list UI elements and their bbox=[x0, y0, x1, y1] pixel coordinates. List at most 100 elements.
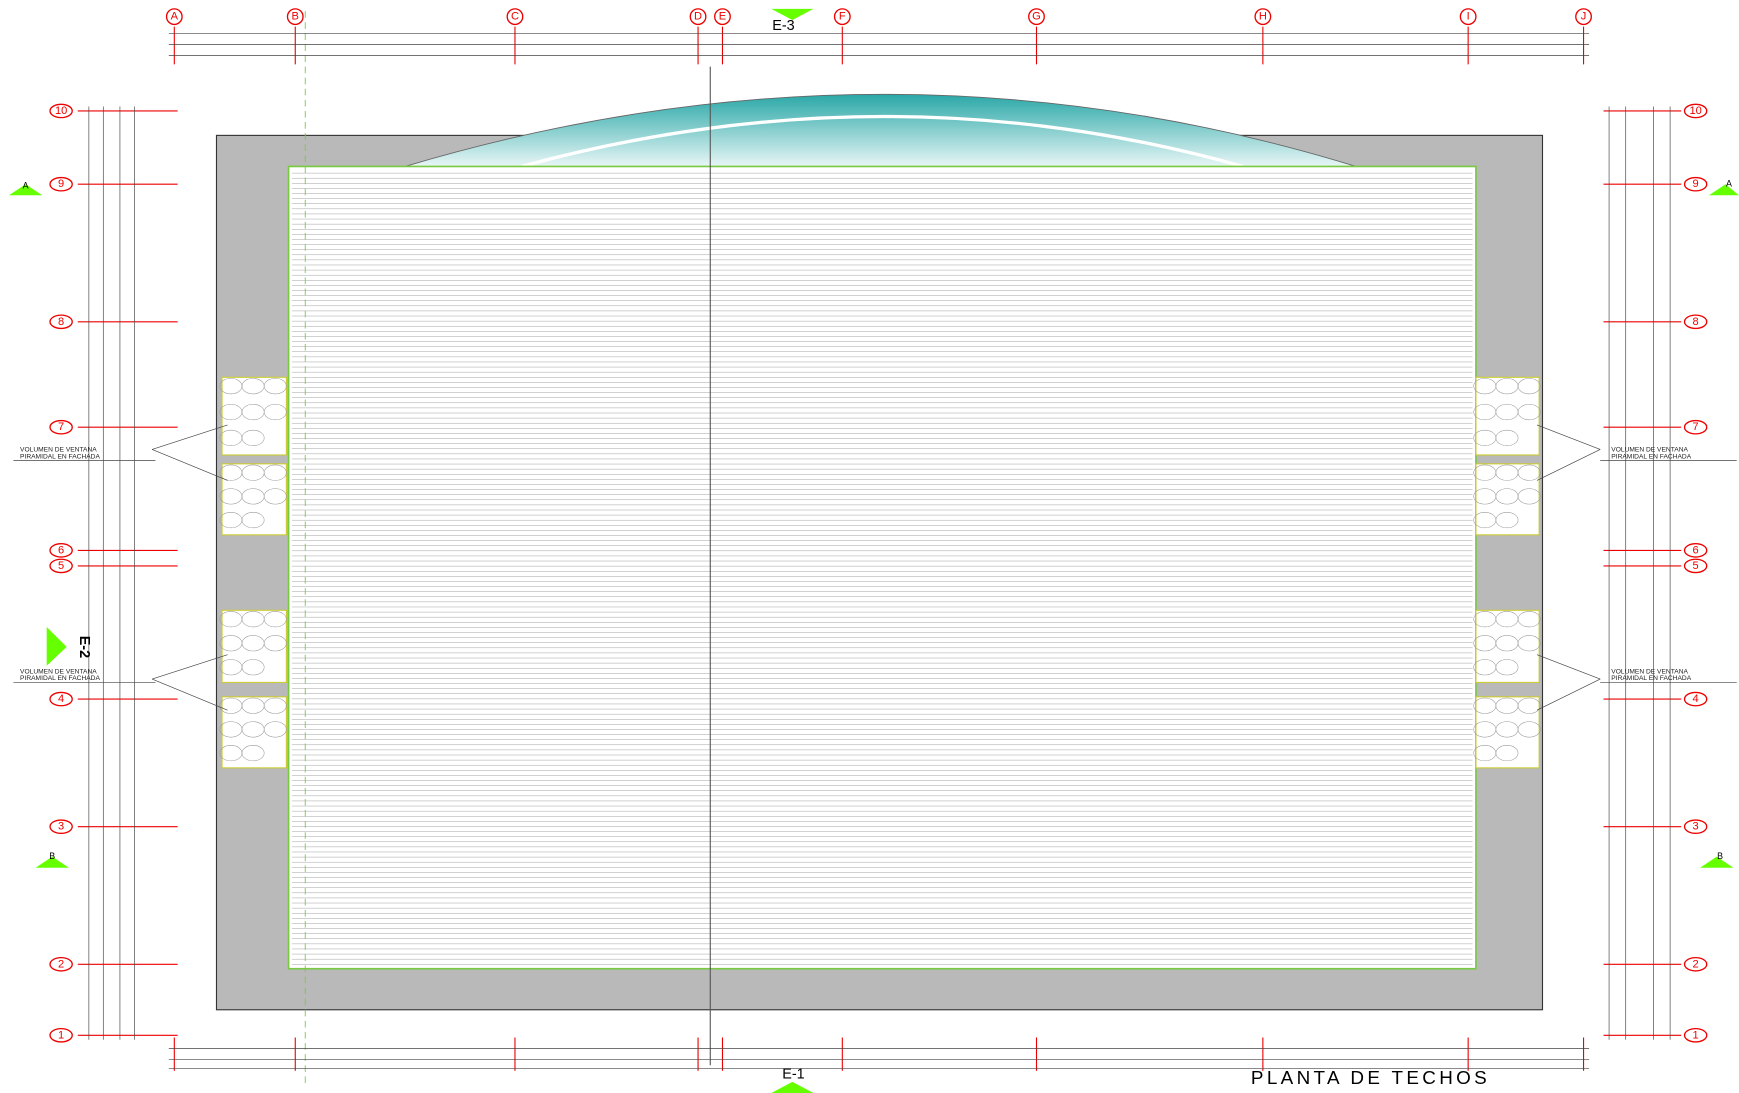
window-volume bbox=[221, 609, 287, 683]
row-label: 4 bbox=[1693, 693, 1699, 705]
stone bbox=[1495, 659, 1519, 676]
grid-bubble bbox=[1683, 314, 1708, 330]
section-marker bbox=[771, 1081, 814, 1093]
window-volumes bbox=[219, 376, 1541, 769]
window-volume bbox=[1475, 376, 1540, 456]
grid-bubble bbox=[1683, 103, 1708, 119]
column-label: D bbox=[694, 11, 702, 23]
leader bbox=[1536, 449, 1601, 481]
row-label: 10 bbox=[1689, 105, 1701, 117]
leader bbox=[151, 449, 228, 481]
grid-bubble bbox=[49, 956, 73, 972]
leader bbox=[152, 654, 228, 680]
row-label: 9 bbox=[58, 178, 64, 190]
cut-marker bbox=[8, 184, 43, 196]
column-label: H bbox=[1259, 11, 1267, 23]
grid-bubble bbox=[689, 8, 707, 26]
grid-bubble bbox=[49, 1027, 73, 1043]
note-line: PIRAMIDAL EN FACHADA bbox=[20, 453, 100, 460]
stone bbox=[263, 404, 287, 421]
section-marker bbox=[46, 626, 67, 666]
grid-bubble bbox=[1459, 8, 1477, 26]
row-label: 5 bbox=[1693, 560, 1699, 572]
stone bbox=[1517, 464, 1541, 481]
window-volume bbox=[1475, 609, 1540, 683]
note-line: VOLUMEN DE VENTANA bbox=[1611, 669, 1688, 676]
grid-bubble bbox=[1683, 956, 1708, 972]
window-volume bbox=[1475, 696, 1540, 769]
stone bbox=[241, 659, 265, 676]
grid-bubble bbox=[833, 8, 851, 26]
row-label: 4 bbox=[58, 693, 64, 705]
row-label: 7 bbox=[58, 421, 64, 433]
plan-title: PLANTA DE TECHOS bbox=[1251, 1067, 1490, 1088]
column-label: B bbox=[292, 11, 299, 23]
window-volume bbox=[221, 463, 287, 536]
stone bbox=[1495, 429, 1519, 446]
row-label: 6 bbox=[58, 544, 64, 556]
grid-bubble bbox=[1683, 543, 1708, 558]
dimension-lines bbox=[13, 26, 1737, 1071]
window-volume bbox=[221, 376, 287, 456]
cut-label: A bbox=[1726, 178, 1732, 188]
note-line: PIRAMIDAL EN FACHADA bbox=[1611, 453, 1691, 460]
grid-bubble bbox=[1683, 558, 1708, 574]
grid-bubble bbox=[49, 691, 73, 707]
grid-bubble bbox=[49, 419, 73, 435]
cut-marker bbox=[35, 856, 69, 868]
column-label: J bbox=[1581, 11, 1587, 23]
stone bbox=[1517, 635, 1541, 652]
stone bbox=[263, 635, 287, 652]
grid-bubble bbox=[1575, 8, 1592, 26]
column-label: A bbox=[171, 11, 179, 23]
window-volume bbox=[1475, 463, 1540, 536]
row-label: 5 bbox=[58, 560, 64, 572]
leader bbox=[1536, 678, 1601, 711]
stone bbox=[263, 721, 287, 738]
roof-deck bbox=[287, 165, 1477, 970]
grid-bubble bbox=[1028, 8, 1045, 26]
column-label: G bbox=[1032, 11, 1041, 23]
stone bbox=[263, 697, 287, 714]
stone bbox=[263, 464, 287, 481]
row-label: 2 bbox=[1693, 958, 1699, 970]
cut-label: B bbox=[1717, 851, 1723, 861]
grid-labels: A B C D E F G H I J 10 10 9 9 8 8 7 7 6 6 5 5 4 4 3 3 2 2 1 1 VOLUMEN … bbox=[20, 8, 1708, 1043]
row-label: 2 bbox=[58, 958, 64, 970]
grid-bubble bbox=[286, 8, 304, 26]
grid-bubble bbox=[49, 176, 73, 192]
stone bbox=[1517, 378, 1541, 395]
cut-label: A bbox=[23, 181, 29, 191]
grid-bubble bbox=[1683, 176, 1708, 192]
leader bbox=[151, 678, 228, 711]
section-label: E-2 bbox=[76, 636, 92, 658]
row-label: 1 bbox=[1693, 1029, 1699, 1041]
row-label: 1 bbox=[58, 1029, 64, 1041]
row-label: 8 bbox=[58, 316, 64, 328]
row-label: 6 bbox=[1693, 544, 1699, 556]
deck-lines bbox=[291, 172, 1473, 965]
column-label: F bbox=[839, 11, 846, 23]
cut-label: B bbox=[49, 851, 55, 861]
column-label: E bbox=[719, 11, 726, 23]
stone bbox=[241, 512, 265, 529]
stone bbox=[263, 378, 287, 395]
grid-bubble bbox=[1254, 8, 1272, 26]
row-label: 3 bbox=[1693, 821, 1699, 833]
stone bbox=[1517, 404, 1541, 421]
arch-skylight bbox=[404, 93, 1357, 167]
row-label: 3 bbox=[58, 821, 64, 833]
row-label: 10 bbox=[55, 105, 67, 117]
grid-bubble bbox=[49, 558, 73, 574]
grid-bubble bbox=[49, 103, 73, 119]
stone bbox=[1517, 721, 1541, 738]
note-line: PIRAMIDAL EN FACHADA bbox=[1611, 675, 1691, 682]
note-line: VOLUMEN DE VENTANA bbox=[20, 447, 97, 454]
stone bbox=[241, 745, 265, 762]
leader bbox=[1536, 654, 1601, 680]
section-label: E-3 bbox=[772, 18, 794, 34]
stone bbox=[1495, 512, 1519, 529]
leader bbox=[152, 424, 228, 450]
stone bbox=[263, 488, 287, 505]
